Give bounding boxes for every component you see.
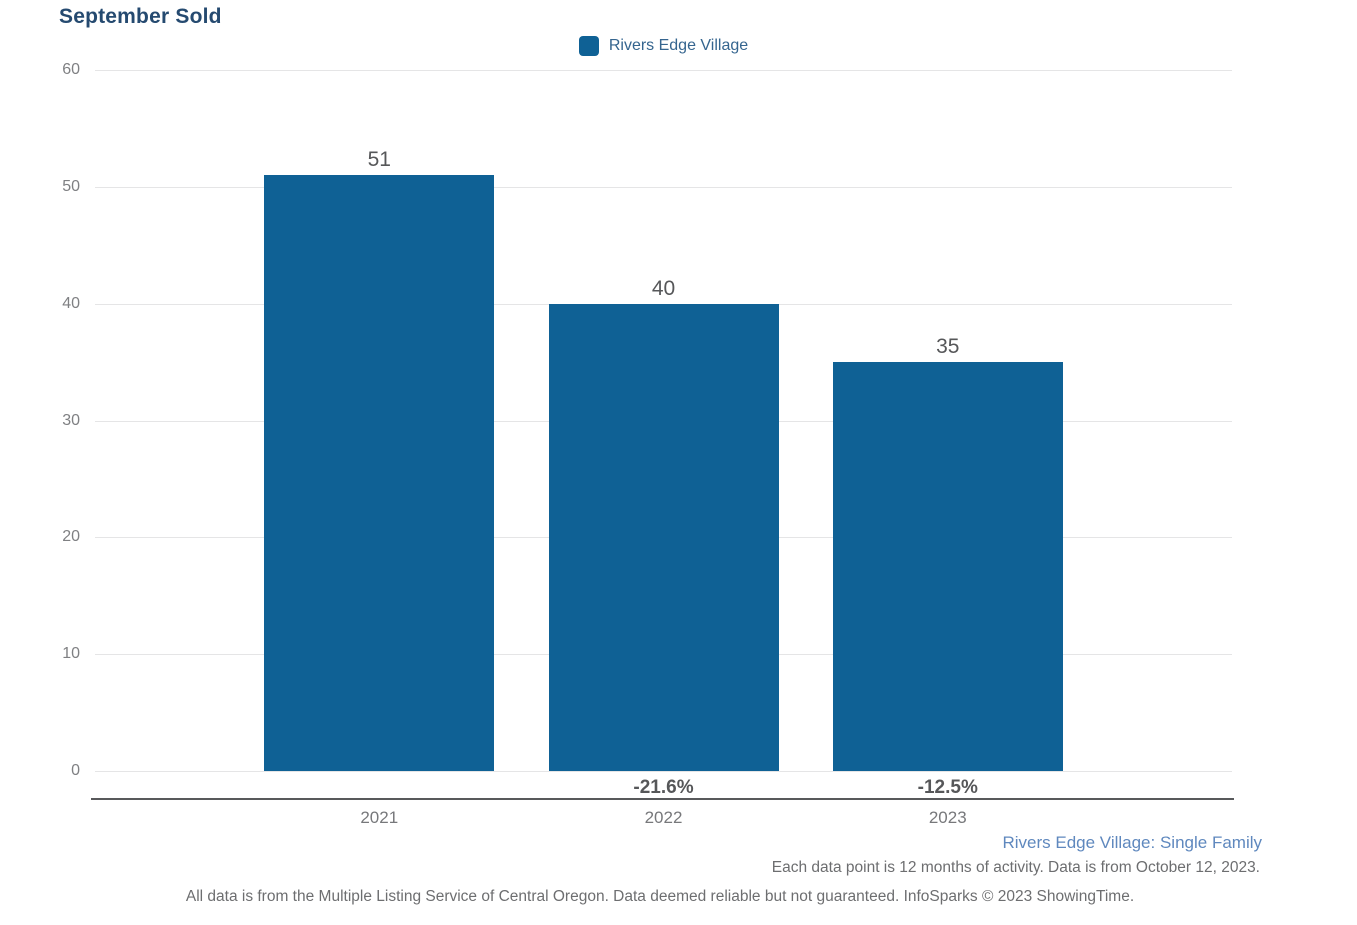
plot-area: 0 10 20 30 40 50 60 51 40 35 [62,62,1232,779]
bar-group: 51 [264,70,495,771]
footnote-disclaimer: All data is from the Multiple Listing Se… [185,888,1135,905]
x-axis-area: 2021 -21.6% 2022 -12.5% 2023 [91,771,1234,841]
x-tick-label: 2022 [644,808,683,827]
y-tick-label: 40 [62,294,80,312]
bar[interactable] [548,303,779,771]
bar-value-label: 40 [651,276,676,300]
bar-value-label: 35 [936,335,960,359]
bar[interactable] [832,362,1063,771]
bar-value-label: 51 [367,148,391,172]
y-tick-label: 0 [71,762,80,779]
gridline [95,186,1232,188]
bar-group: 35 [832,70,1063,771]
legend[interactable]: Rivers Edge Village [95,35,1232,57]
y-tick-label: 10 [62,645,80,663]
y-tick-label: 50 [62,177,80,195]
chart-title: September Sold [59,5,222,28]
pct-change-label: -21.6% [633,777,694,798]
pct-change-label: -12.5% [917,777,978,798]
footnote-data-note: Each data point is 12 months of activity… [771,859,1260,876]
y-tick-label: 20 [62,528,80,546]
bar[interactable] [264,175,495,771]
y-tick-label: 30 [62,411,80,429]
y-tick-label: 60 [62,61,80,78]
legend-swatch-icon [578,36,599,56]
gridline [95,771,1232,772]
footnote-series-note: Rivers Edge Village: Single Family [1002,833,1262,852]
legend-label: Rivers Edge Village [608,37,749,54]
x-axis-line [91,798,1234,800]
x-tick-label: 2021 [360,808,399,827]
gridline [95,70,1232,71]
bar-group: 40 [548,70,779,771]
x-tick-label: 2023 [928,808,967,827]
